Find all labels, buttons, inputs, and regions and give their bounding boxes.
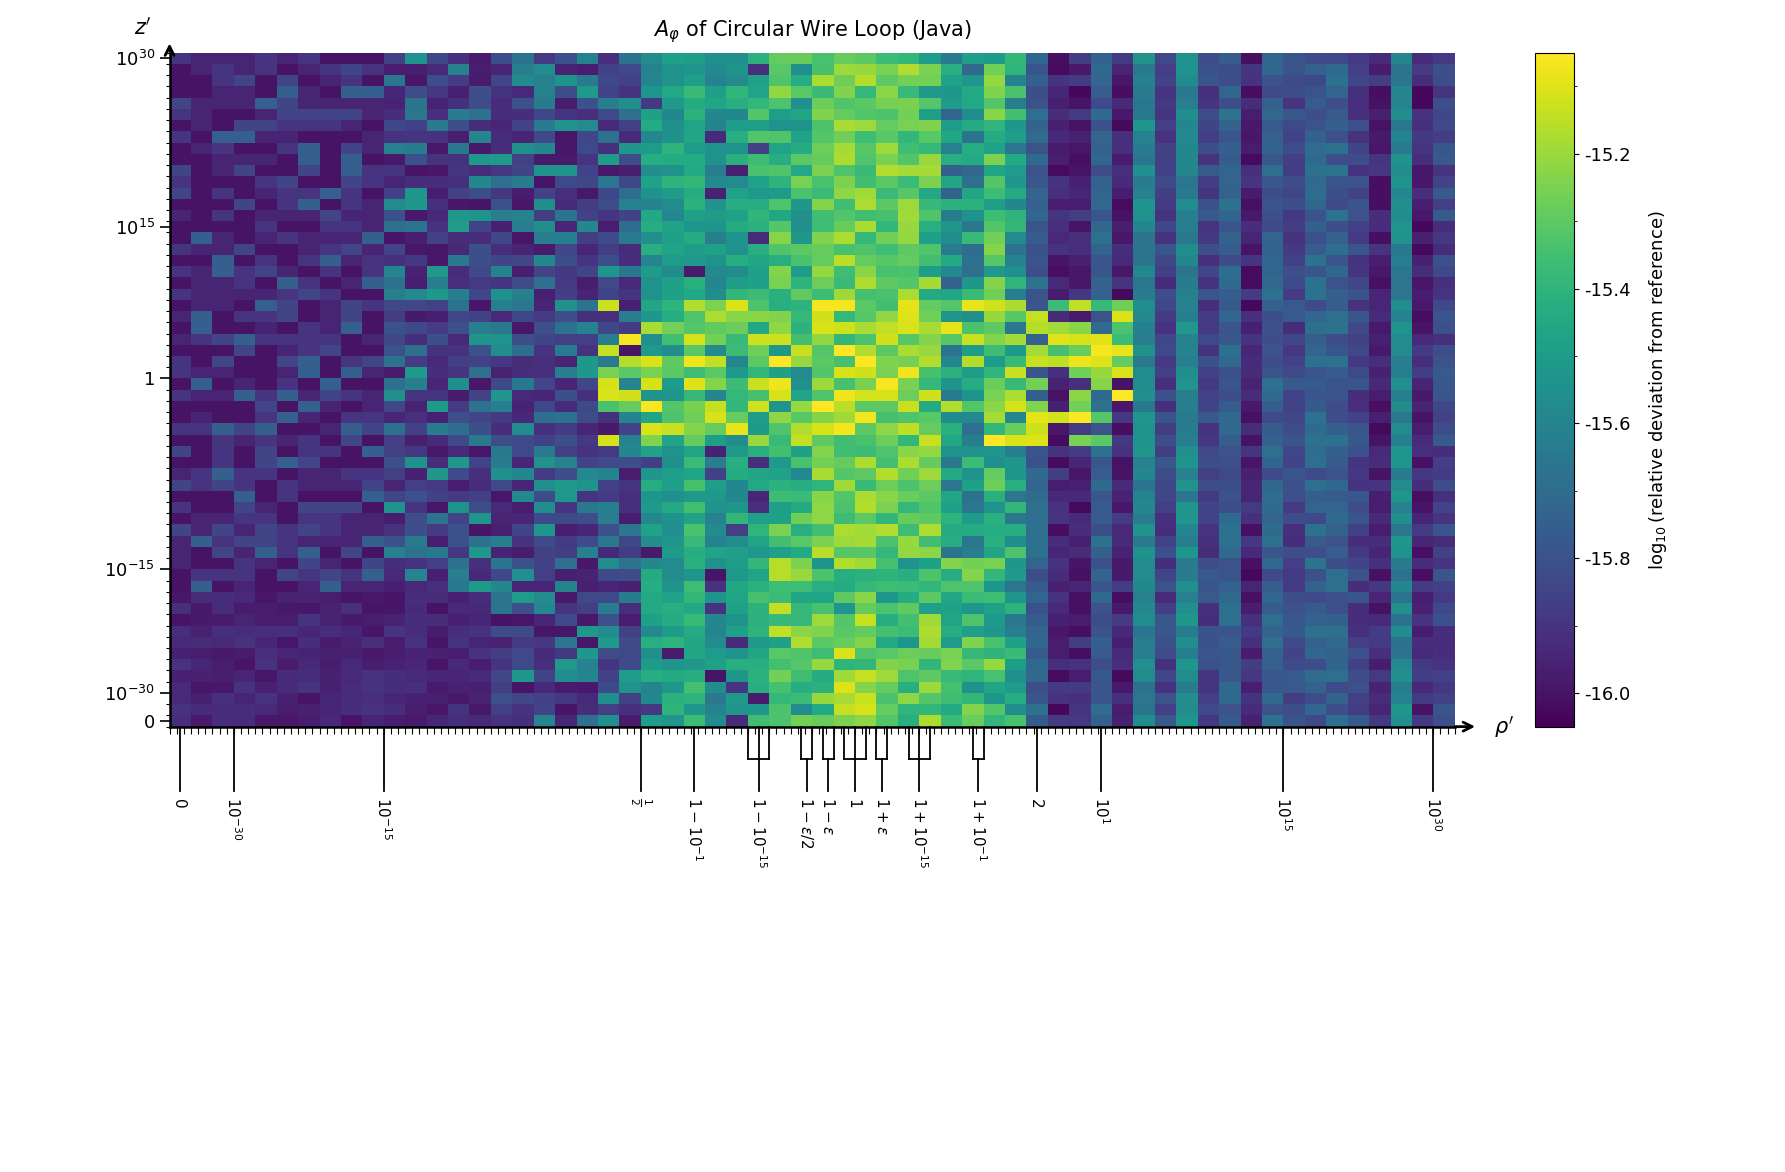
Text: $1-\varepsilon$: $1-\varepsilon$ bbox=[821, 797, 835, 836]
Text: $1-10^{-1}$: $1-10^{-1}$ bbox=[685, 797, 703, 861]
Y-axis label: $\log_{10}$(relative deviation from reference): $\log_{10}$(relative deviation from refe… bbox=[1648, 210, 1669, 570]
Title: $A_{\varphi}$ of Circular Wire Loop (Java): $A_{\varphi}$ of Circular Wire Loop (Jav… bbox=[653, 18, 971, 45]
Text: $0$: $0$ bbox=[173, 797, 187, 808]
Text: $10^{15}$: $10^{15}$ bbox=[1274, 797, 1292, 831]
Text: $10^{-30}$: $10^{-30}$ bbox=[225, 797, 243, 840]
Text: $\rho'$: $\rho'$ bbox=[1494, 714, 1514, 740]
Text: $1+\varepsilon$: $1+\varepsilon$ bbox=[875, 797, 889, 836]
Text: $10^{1}$: $10^{1}$ bbox=[1092, 797, 1110, 824]
Text: $2$: $2$ bbox=[1030, 797, 1044, 808]
Text: $1$: $1$ bbox=[848, 797, 862, 808]
Text: $1-10^{-15}$: $1-10^{-15}$ bbox=[750, 797, 768, 868]
Text: $z'$: $z'$ bbox=[134, 16, 152, 39]
Text: $\frac{1}{2}$: $\frac{1}{2}$ bbox=[628, 797, 653, 806]
Text: $1+10^{-15}$: $1+10^{-15}$ bbox=[910, 797, 928, 868]
Text: $10^{30}$: $10^{30}$ bbox=[1424, 797, 1442, 831]
Text: $1+10^{-1}$: $1+10^{-1}$ bbox=[969, 797, 987, 861]
Text: $1-\varepsilon/2$: $1-\varepsilon/2$ bbox=[798, 797, 816, 849]
Text: $10^{-15}$: $10^{-15}$ bbox=[375, 797, 393, 840]
